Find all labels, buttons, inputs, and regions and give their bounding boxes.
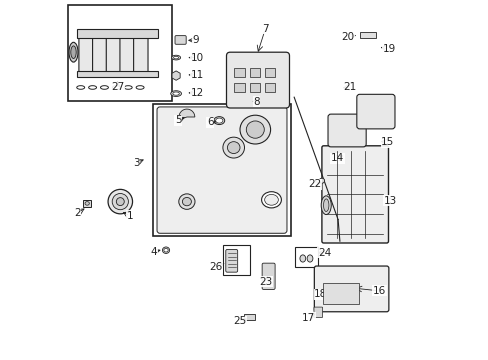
Bar [234, 68, 244, 77]
FancyBboxPatch shape [314, 266, 388, 312]
Ellipse shape [77, 86, 84, 89]
Text: 5: 5 [175, 115, 181, 125]
FancyBboxPatch shape [225, 249, 237, 272]
Ellipse shape [325, 287, 331, 292]
Text: 11: 11 [190, 70, 203, 80]
Bar [77, 71, 158, 77]
Ellipse shape [306, 255, 312, 262]
Ellipse shape [112, 86, 120, 89]
Text: 23: 23 [259, 276, 272, 287]
Text: 3: 3 [133, 158, 140, 168]
Text: 17: 17 [301, 312, 315, 323]
Ellipse shape [124, 86, 132, 89]
Ellipse shape [163, 248, 168, 252]
Text: 19: 19 [382, 44, 395, 54]
Bar [264, 68, 275, 77]
Text: 6: 6 [206, 117, 213, 127]
Ellipse shape [69, 42, 78, 62]
FancyBboxPatch shape [327, 114, 366, 147]
FancyBboxPatch shape [79, 31, 93, 77]
Ellipse shape [246, 121, 264, 138]
Text: 27: 27 [111, 82, 124, 92]
Ellipse shape [71, 46, 76, 59]
Text: 26: 26 [209, 262, 222, 272]
Bar [322, 283, 358, 304]
Bar [152, 104, 291, 236]
Text: 4: 4 [150, 247, 157, 257]
Ellipse shape [323, 199, 328, 212]
Text: 7: 7 [262, 24, 268, 34]
Ellipse shape [227, 142, 240, 154]
Text: 2: 2 [74, 208, 80, 218]
Bar [68, 5, 172, 101]
Bar [83, 200, 91, 207]
Ellipse shape [162, 247, 169, 253]
Bar [264, 83, 275, 92]
Text: 16: 16 [372, 286, 386, 296]
Wedge shape [179, 109, 194, 120]
FancyBboxPatch shape [92, 31, 107, 77]
Ellipse shape [319, 178, 324, 183]
Text: 21: 21 [342, 82, 356, 92]
Bar [234, 83, 244, 92]
Ellipse shape [170, 91, 181, 96]
FancyBboxPatch shape [226, 52, 289, 108]
FancyBboxPatch shape [356, 94, 394, 129]
FancyBboxPatch shape [321, 146, 387, 243]
Ellipse shape [215, 118, 223, 123]
Text: 25: 25 [233, 316, 246, 327]
Bar [244, 314, 255, 320]
FancyBboxPatch shape [106, 31, 121, 77]
Ellipse shape [88, 86, 96, 89]
Bar [77, 29, 158, 38]
Ellipse shape [85, 202, 89, 205]
Text: 10: 10 [190, 53, 203, 63]
Text: 18: 18 [314, 289, 327, 299]
Text: 14: 14 [330, 153, 343, 163]
Ellipse shape [264, 194, 278, 205]
FancyBboxPatch shape [313, 307, 322, 318]
Text: 15: 15 [380, 137, 394, 147]
Bar [249, 83, 260, 92]
Text: 9: 9 [192, 35, 199, 45]
Ellipse shape [108, 189, 132, 214]
Ellipse shape [182, 198, 191, 206]
Text: 8: 8 [253, 96, 259, 107]
Bar [294, 247, 318, 267]
Text: 20: 20 [341, 32, 354, 42]
FancyBboxPatch shape [262, 263, 275, 289]
Ellipse shape [299, 255, 305, 262]
Text: 22: 22 [308, 179, 321, 189]
Ellipse shape [116, 198, 124, 206]
Ellipse shape [213, 117, 224, 125]
FancyBboxPatch shape [175, 36, 186, 44]
Bar [249, 68, 260, 77]
FancyBboxPatch shape [157, 107, 286, 233]
FancyBboxPatch shape [120, 31, 134, 77]
Text: 13: 13 [383, 195, 396, 206]
Text: 1: 1 [126, 211, 133, 221]
Ellipse shape [101, 86, 108, 89]
Ellipse shape [240, 115, 270, 144]
Ellipse shape [112, 194, 128, 210]
Ellipse shape [136, 86, 144, 89]
Bar [359, 32, 375, 38]
Text: 24: 24 [317, 248, 330, 258]
Ellipse shape [223, 137, 244, 158]
FancyBboxPatch shape [133, 31, 148, 77]
Ellipse shape [172, 92, 179, 95]
Ellipse shape [321, 196, 330, 215]
Ellipse shape [261, 192, 281, 208]
Bar [223, 245, 249, 275]
Ellipse shape [179, 194, 195, 210]
Ellipse shape [173, 57, 178, 59]
Text: 12: 12 [190, 88, 203, 98]
Ellipse shape [171, 55, 180, 60]
